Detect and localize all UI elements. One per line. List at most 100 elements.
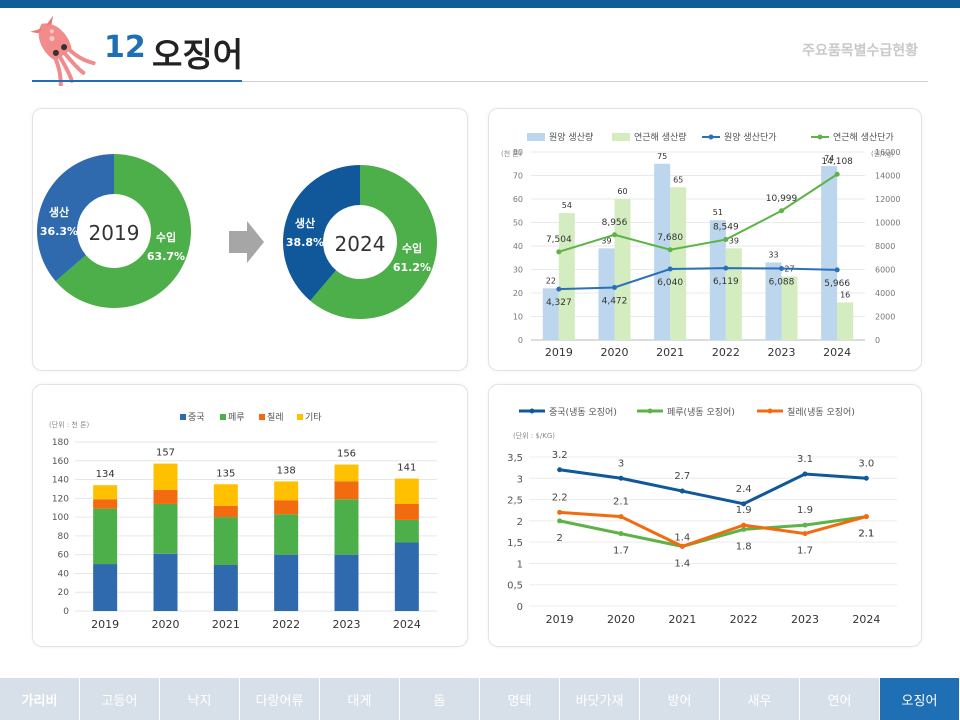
header-divider-accent: [32, 80, 242, 82]
y-tick-label: 40: [513, 242, 523, 251]
legend-swatch: [297, 414, 303, 420]
stack-segment-기타: [274, 481, 299, 501]
stack-segment-페루: [93, 508, 118, 565]
bar-distant-water: [821, 166, 838, 340]
stack-segment-칠레: [213, 505, 238, 518]
unit-label: (단위 : 천 톤): [49, 420, 90, 429]
line-point: [802, 471, 808, 477]
nav-item-6[interactable]: 명태: [480, 678, 560, 720]
nav-item-8[interactable]: 방어: [640, 678, 720, 720]
bar-total-label: 156: [337, 449, 356, 460]
donut-slice-label: 생산: [49, 205, 69, 219]
x-tick-label: 2021: [668, 613, 696, 626]
legend-swatch-marker: [529, 408, 535, 414]
line-point: [834, 267, 840, 273]
bar-total-label: 138: [277, 465, 296, 476]
y-tick-label: 10: [513, 313, 523, 322]
bar-distant-water: [709, 220, 726, 340]
line-point: [618, 514, 624, 520]
import-volume-panel: 0 20 40 60 80 100 120 140 160 180 (단위 : 천 톤) 134 201…: [32, 384, 468, 647]
y-tick-label: 3: [517, 474, 523, 485]
nav-item-5[interactable]: 돔: [400, 678, 480, 720]
line-point: [618, 531, 624, 537]
legend-label: 페루: [228, 412, 245, 423]
line-point: [741, 526, 747, 532]
y-tick-label: 20: [513, 289, 523, 298]
line-data-label: 2.1: [858, 529, 874, 540]
y-tick-label: 30: [513, 266, 523, 275]
stack-segment-기타: [394, 478, 419, 504]
line-data-label: 5,966: [824, 279, 850, 289]
legend-label: 중국: [188, 412, 205, 423]
y-tick-label: 100: [52, 513, 69, 523]
series-line: [559, 510, 867, 549]
line-data-label: 10,999: [766, 194, 798, 204]
legend-label: 중국(냉동 오징어): [549, 407, 617, 418]
line-point: [618, 475, 624, 481]
x-tick-label: 2023: [791, 613, 819, 626]
x-tick-label: 2019: [545, 346, 573, 359]
bar-coastal: [614, 199, 631, 340]
line-data-label: 2.7: [674, 471, 690, 482]
line-point: [679, 488, 685, 494]
nav-item-0[interactable]: 가리비: [0, 678, 80, 720]
nav-item-1[interactable]: 고등어: [80, 678, 160, 720]
unit-label: (단위 : $/KG): [513, 431, 555, 440]
bar-total-label: 157: [156, 448, 175, 459]
bar-data-label: 65: [673, 175, 683, 184]
legend-swatch: [220, 414, 226, 420]
stack-segment-칠레: [394, 503, 419, 520]
bar-data-label: 33: [768, 250, 778, 259]
stack-segment-기타: [93, 485, 118, 500]
line-data-label: 2.4: [736, 484, 752, 495]
line-point: [612, 232, 617, 238]
page-subtitle: 주요품목별수급현황: [802, 43, 918, 59]
y-tick-label: 80: [513, 148, 523, 157]
top-accent-bar: [0, 0, 960, 8]
legend-swatch-marker: [708, 134, 714, 140]
nav-item-2[interactable]: 낙지: [160, 678, 240, 720]
y-tick-label: 1: [517, 559, 523, 570]
line-point: [741, 522, 747, 528]
line-data-label: 7,504: [546, 235, 572, 245]
legend-swatch-marker: [767, 408, 773, 414]
stack-segment-중국: [213, 564, 238, 611]
legend-label: 기타: [305, 412, 322, 423]
donut-slice-value: 63.7%: [147, 250, 185, 263]
line-data-label: 3: [618, 458, 624, 469]
stack-segment-중국: [153, 553, 178, 611]
x-tick-label: 2024: [393, 618, 421, 631]
legend-label: 원양 생산단가: [724, 132, 777, 143]
x-tick-label: 2022: [730, 613, 758, 626]
bar-data-label: 75: [657, 152, 667, 161]
nav-item-7[interactable]: 바닷가재: [560, 678, 640, 720]
y-tick-label: 1,5: [507, 538, 523, 549]
y-tick-label: 180: [52, 438, 69, 448]
line-point: [556, 249, 562, 255]
x-tick-label: 2021: [212, 618, 240, 631]
y2-tick-label: 8000: [875, 242, 895, 251]
line-data-label: 6,088: [769, 277, 795, 287]
nav-item-3[interactable]: 다랑어류: [240, 678, 320, 720]
y-tick-label: 2,5: [507, 496, 523, 507]
legend-swatch: [180, 414, 186, 420]
nav-item-10[interactable]: 연어: [800, 678, 880, 720]
donut-slice-production: [283, 165, 360, 301]
nav-item-11[interactable]: 오징어: [880, 678, 960, 720]
bar-distant-water: [654, 163, 671, 340]
bar-data-label: 16: [840, 290, 850, 299]
x-tick-label: 2021: [656, 346, 684, 359]
x-tick-label: 2022: [272, 618, 300, 631]
donut-slice-label: 수입: [402, 242, 422, 255]
y-tick-label: 80: [58, 532, 70, 542]
line-point: [556, 286, 562, 292]
y-tick-label: 20: [58, 588, 70, 598]
stack-segment-기타: [213, 484, 238, 506]
bar-data-label: 39: [601, 236, 611, 245]
y2-tick-label: 2000: [875, 313, 895, 322]
stack-segment-페루: [394, 519, 419, 543]
nav-item-4[interactable]: 대게: [320, 678, 400, 720]
line-point: [779, 265, 784, 271]
nav-item-9[interactable]: 새우: [720, 678, 800, 720]
bar-coastal: [558, 213, 575, 340]
